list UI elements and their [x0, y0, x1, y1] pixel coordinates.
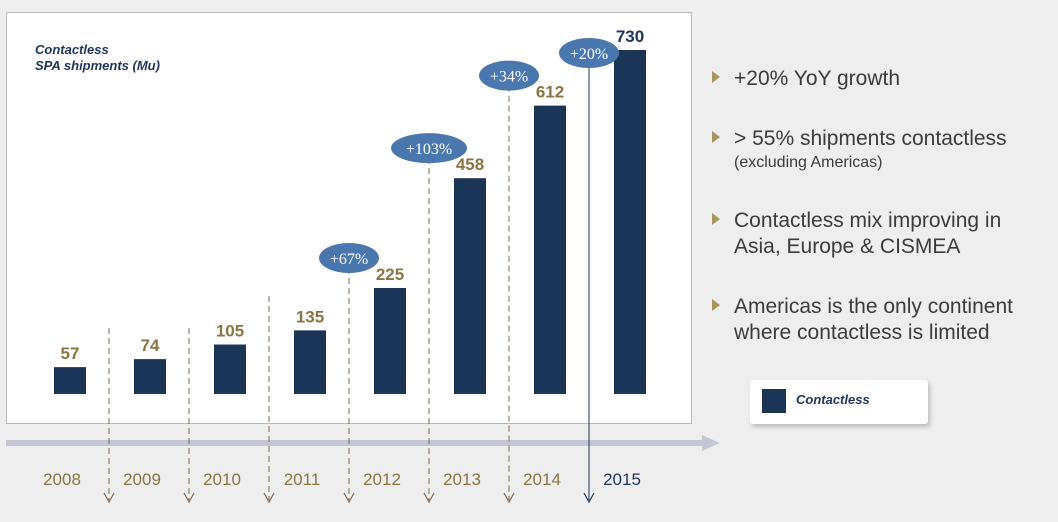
bar — [214, 344, 246, 394]
growth-badge-label: +20% — [570, 46, 608, 63]
chart-legend: Contactless — [750, 380, 928, 424]
x-tick-label: 2013 — [443, 470, 481, 489]
x-tick-label: 2015 — [603, 470, 641, 489]
x-axis-line — [6, 440, 704, 446]
bar — [54, 367, 86, 394]
bar — [374, 287, 406, 394]
separator-arrow-icon — [503, 492, 515, 504]
bullet-text: Contactless mix improving in Asia, Europ… — [734, 209, 1002, 258]
bar — [134, 359, 166, 394]
bar-value-label: 225 — [376, 265, 404, 284]
bar-value-label: 57 — [61, 344, 80, 363]
bar-value-label: 730 — [616, 27, 644, 46]
growth-badge — [479, 60, 539, 91]
growth-badge — [391, 133, 467, 164]
legend-swatch — [762, 389, 786, 413]
bar-value-label: 458 — [456, 155, 484, 174]
x-tick-label: 2008 — [43, 470, 81, 489]
bar-value-label: 105 — [216, 322, 244, 341]
bullet-main-text: > 55% shipments contactless — [734, 127, 1007, 150]
growth-badge-label: +34% — [490, 69, 528, 86]
separator-arrow-icon — [103, 492, 115, 504]
growth-badge-label: +103% — [406, 141, 452, 158]
separator-arrow-icon — [343, 492, 355, 504]
separator-arrow-icon — [183, 492, 195, 504]
bullet-text: > 55% shipments contactless (excluding A… — [734, 126, 1007, 174]
x-tick-label: 2009 — [123, 470, 161, 489]
chart-title-line-2: SPA shipments (Mu) — [35, 58, 160, 73]
separator-arrow-icon — [583, 492, 595, 504]
bar — [614, 50, 646, 394]
growth-badge — [319, 242, 379, 273]
chart-panel — [6, 12, 692, 424]
bar-value-label: 74 — [141, 336, 160, 355]
x-tick-label: 2010 — [203, 470, 241, 489]
bar-value-label: 612 — [536, 83, 564, 102]
arrow-bullet-icon — [712, 299, 720, 311]
bar-value-label: 135 — [296, 307, 324, 326]
arrow-bullet-icon — [712, 131, 720, 143]
legend-label: Contactless — [796, 392, 870, 407]
arrow-bullet-icon — [712, 71, 720, 83]
x-tick-label: 2014 — [523, 470, 561, 489]
growth-badge — [559, 38, 619, 68]
bullet-subtext: (excluding Americas) — [734, 154, 883, 171]
x-axis-arrowhead — [702, 435, 720, 451]
chart-title: Contactless SPA shipments (Mu) — [35, 42, 160, 74]
separator-arrow-icon — [263, 492, 275, 504]
x-tick-label: 2012 — [363, 470, 401, 489]
growth-badge-label: +67% — [330, 251, 368, 268]
x-tick-label: 2011 — [284, 470, 321, 489]
bar — [454, 178, 486, 394]
arrow-bullet-icon — [712, 213, 720, 225]
bar — [294, 330, 326, 394]
chart-title-line-1: Contactless — [35, 42, 109, 57]
bullet-text: +20% YoY growth — [734, 67, 901, 90]
separator-arrow-icon — [423, 492, 435, 504]
bullet-text: Americas is the only continent where con… — [734, 295, 1013, 344]
bar — [534, 105, 566, 395]
